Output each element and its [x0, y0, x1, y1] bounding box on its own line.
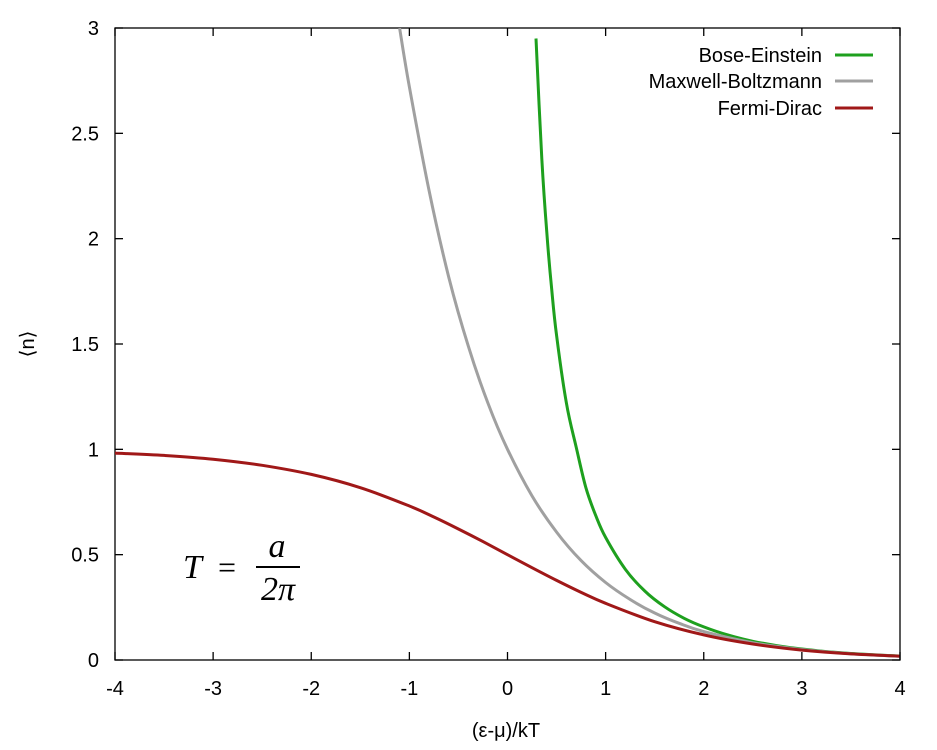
legend-label-bose-einstein: Bose-Einstein [699, 45, 822, 67]
legend-label-maxwell-boltzmann: Maxwell-Boltzmann [649, 71, 822, 93]
x-tick-label: -1 [400, 678, 418, 700]
y-tick-label: 0.5 [71, 545, 99, 567]
formula-equals: = [218, 549, 236, 585]
legend-label-fermi-dirac: Fermi-Dirac [718, 98, 822, 120]
formula-denominator: 2π [261, 571, 296, 608]
y-tick-label: 1.5 [71, 334, 99, 356]
x-tick-label: 2 [698, 678, 709, 700]
x-tick-label: 1 [600, 678, 611, 700]
x-axis-label: (ε-μ)/kT [472, 720, 540, 742]
formula-numerator: a [269, 528, 286, 565]
y-tick-label: 0 [88, 650, 99, 672]
series-line-fermi-dirac [115, 451, 900, 658]
temperature-formula: T = a 2π [183, 528, 300, 608]
x-tick-label: -2 [302, 678, 320, 700]
formula-lhs: T [183, 549, 204, 586]
y-tick-label: 1 [88, 439, 99, 461]
x-tick-label: 0 [502, 678, 513, 700]
y-tick-label: 2 [88, 229, 99, 251]
series-line-bose-einstein [534, 38, 900, 658]
y-axis-label: ⟨n⟩ [17, 331, 39, 358]
x-tick-label: -4 [106, 678, 124, 700]
series-group [115, 28, 900, 658]
x-tick-label: -3 [204, 678, 222, 700]
series-line-maxwell-boltzmann [398, 28, 900, 658]
legend: Bose-Einstein Maxwell-Boltzmann Fermi-Di… [649, 45, 873, 120]
y-tick-label: 2.5 [71, 123, 99, 145]
x-tick-label: 3 [796, 678, 807, 700]
y-tick-label: 3 [88, 18, 99, 40]
ticks-group: -4 -3 -2 -1 0 1 2 3 4 0 0.5 1 1.5 2 2.5 3 [71, 18, 905, 700]
x-tick-label: 4 [894, 678, 905, 700]
